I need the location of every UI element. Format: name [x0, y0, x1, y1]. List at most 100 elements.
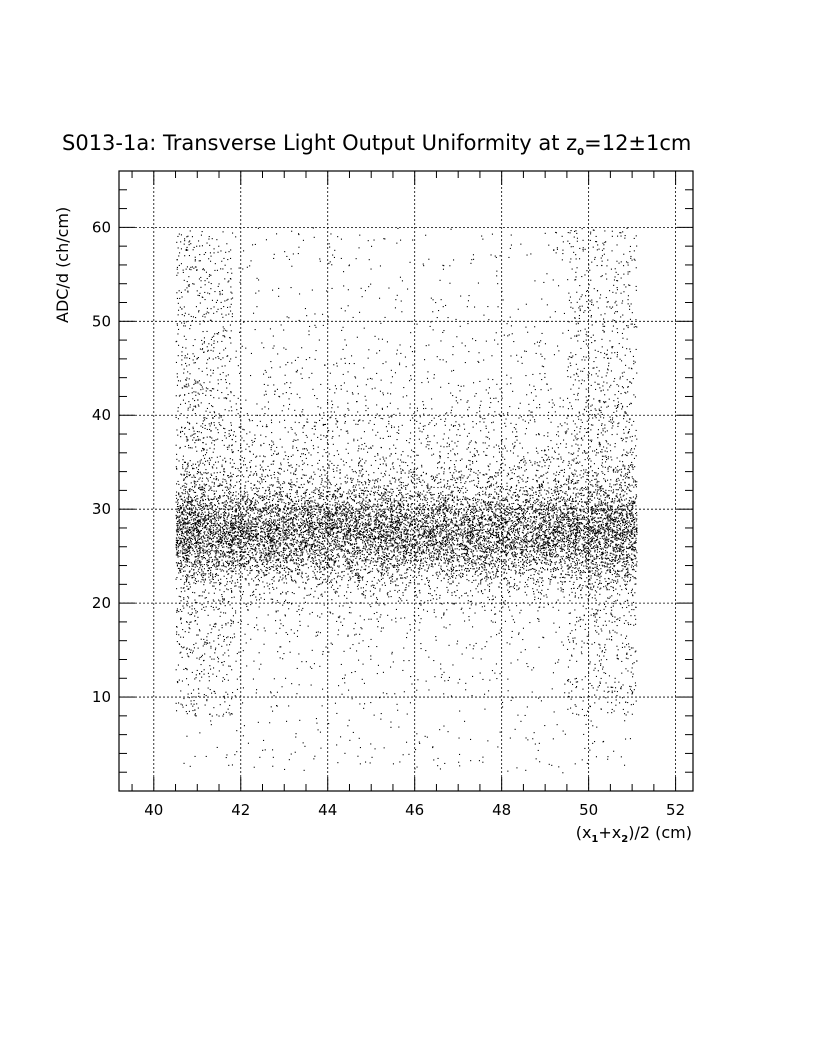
scatter-point — [441, 540, 442, 541]
scatter-point — [478, 522, 479, 523]
scatter-point — [607, 539, 608, 540]
scatter-point — [199, 523, 200, 524]
scatter-point — [601, 500, 602, 501]
scatter-point — [215, 576, 216, 577]
scatter-point — [418, 560, 419, 561]
scatter-point — [376, 528, 377, 529]
scatter-point — [605, 562, 606, 563]
scatter-point — [586, 585, 587, 586]
scatter-point — [223, 563, 224, 564]
scatter-point — [324, 546, 325, 547]
scatter-point — [490, 535, 491, 536]
scatter-point — [191, 505, 192, 506]
scatter-point — [540, 540, 541, 541]
scatter-point — [238, 493, 239, 494]
scatter-point — [378, 509, 379, 510]
scatter-point — [314, 511, 315, 512]
scatter-point — [314, 524, 315, 525]
scatter-point — [326, 496, 327, 497]
scatter-point — [506, 540, 507, 541]
scatter-point — [527, 532, 528, 533]
scatter-point — [500, 529, 501, 530]
scatter-point — [370, 532, 371, 533]
scatter-point — [321, 546, 322, 547]
scatter-point — [554, 567, 555, 568]
scatter-point — [444, 557, 445, 558]
scatter-point — [216, 515, 217, 516]
scatter-point — [344, 501, 345, 502]
scatter-point — [235, 531, 236, 532]
scatter-point — [470, 568, 471, 569]
scatter-point — [466, 499, 467, 500]
scatter-point — [503, 550, 504, 551]
scatter-point — [419, 497, 420, 498]
scatter-point — [426, 546, 427, 547]
scatter-point — [193, 582, 194, 583]
scatter-point — [404, 559, 405, 560]
scatter-point — [229, 491, 230, 492]
scatter-point — [376, 545, 377, 546]
scatter-point — [519, 520, 520, 521]
scatter-point — [544, 506, 545, 507]
scatter-point — [487, 585, 488, 586]
scatter-point — [396, 537, 397, 538]
scatter-point — [314, 554, 315, 555]
scatter-point — [196, 545, 197, 546]
scatter-point — [359, 493, 360, 494]
scatter-point — [437, 558, 438, 559]
scatter-point — [232, 542, 233, 543]
scatter-point — [315, 591, 316, 592]
scatter-point — [205, 558, 206, 559]
scatter-point — [507, 590, 508, 591]
scatter-point — [352, 520, 353, 521]
scatter-point — [384, 524, 385, 525]
scatter-point — [447, 540, 448, 541]
scatter-point — [328, 525, 329, 526]
scatter-point — [477, 536, 478, 537]
scatter-point — [248, 541, 249, 542]
scatter-point — [416, 595, 417, 596]
scatter-point — [412, 546, 413, 547]
scatter-point — [509, 543, 510, 544]
scatter-point — [501, 602, 502, 603]
scatter-point — [197, 495, 198, 496]
scatter-point — [337, 540, 338, 541]
scatter-point — [314, 566, 315, 567]
scatter-point — [597, 552, 598, 553]
scatter-point — [582, 585, 583, 586]
scatter-point — [616, 540, 617, 541]
scatter-point — [605, 481, 606, 482]
scatter-point — [185, 549, 186, 550]
scatter-point — [488, 525, 489, 526]
scatter-point — [281, 537, 282, 538]
scatter-point — [281, 528, 282, 529]
scatter-point — [330, 581, 331, 582]
scatter-point — [455, 513, 456, 514]
scatter-point — [354, 544, 355, 545]
scatter-point — [324, 517, 325, 518]
scatter-point — [227, 519, 228, 520]
scatter-point — [358, 573, 359, 574]
scatter-point — [304, 523, 305, 524]
scatter-point — [261, 518, 262, 519]
scatter-point — [558, 498, 559, 499]
scatter-point — [412, 557, 413, 558]
scatter-point — [432, 507, 433, 508]
scatter-point — [218, 546, 219, 547]
scatter-point — [620, 526, 621, 527]
scatter-point — [563, 531, 564, 532]
scatter-point — [439, 572, 440, 573]
scatter-point — [519, 505, 520, 506]
scatter-point — [350, 543, 351, 544]
scatter-point — [565, 561, 566, 562]
scatter-point — [226, 513, 227, 514]
scatter-point — [253, 536, 254, 537]
scatter-point — [279, 522, 280, 523]
scatter-point — [345, 536, 346, 537]
scatter-point — [199, 535, 200, 536]
scatter-point — [317, 545, 318, 546]
scatter-point — [370, 606, 371, 607]
scatter-point — [262, 563, 263, 564]
scatter-point — [457, 559, 458, 560]
scatter-point — [429, 580, 430, 581]
